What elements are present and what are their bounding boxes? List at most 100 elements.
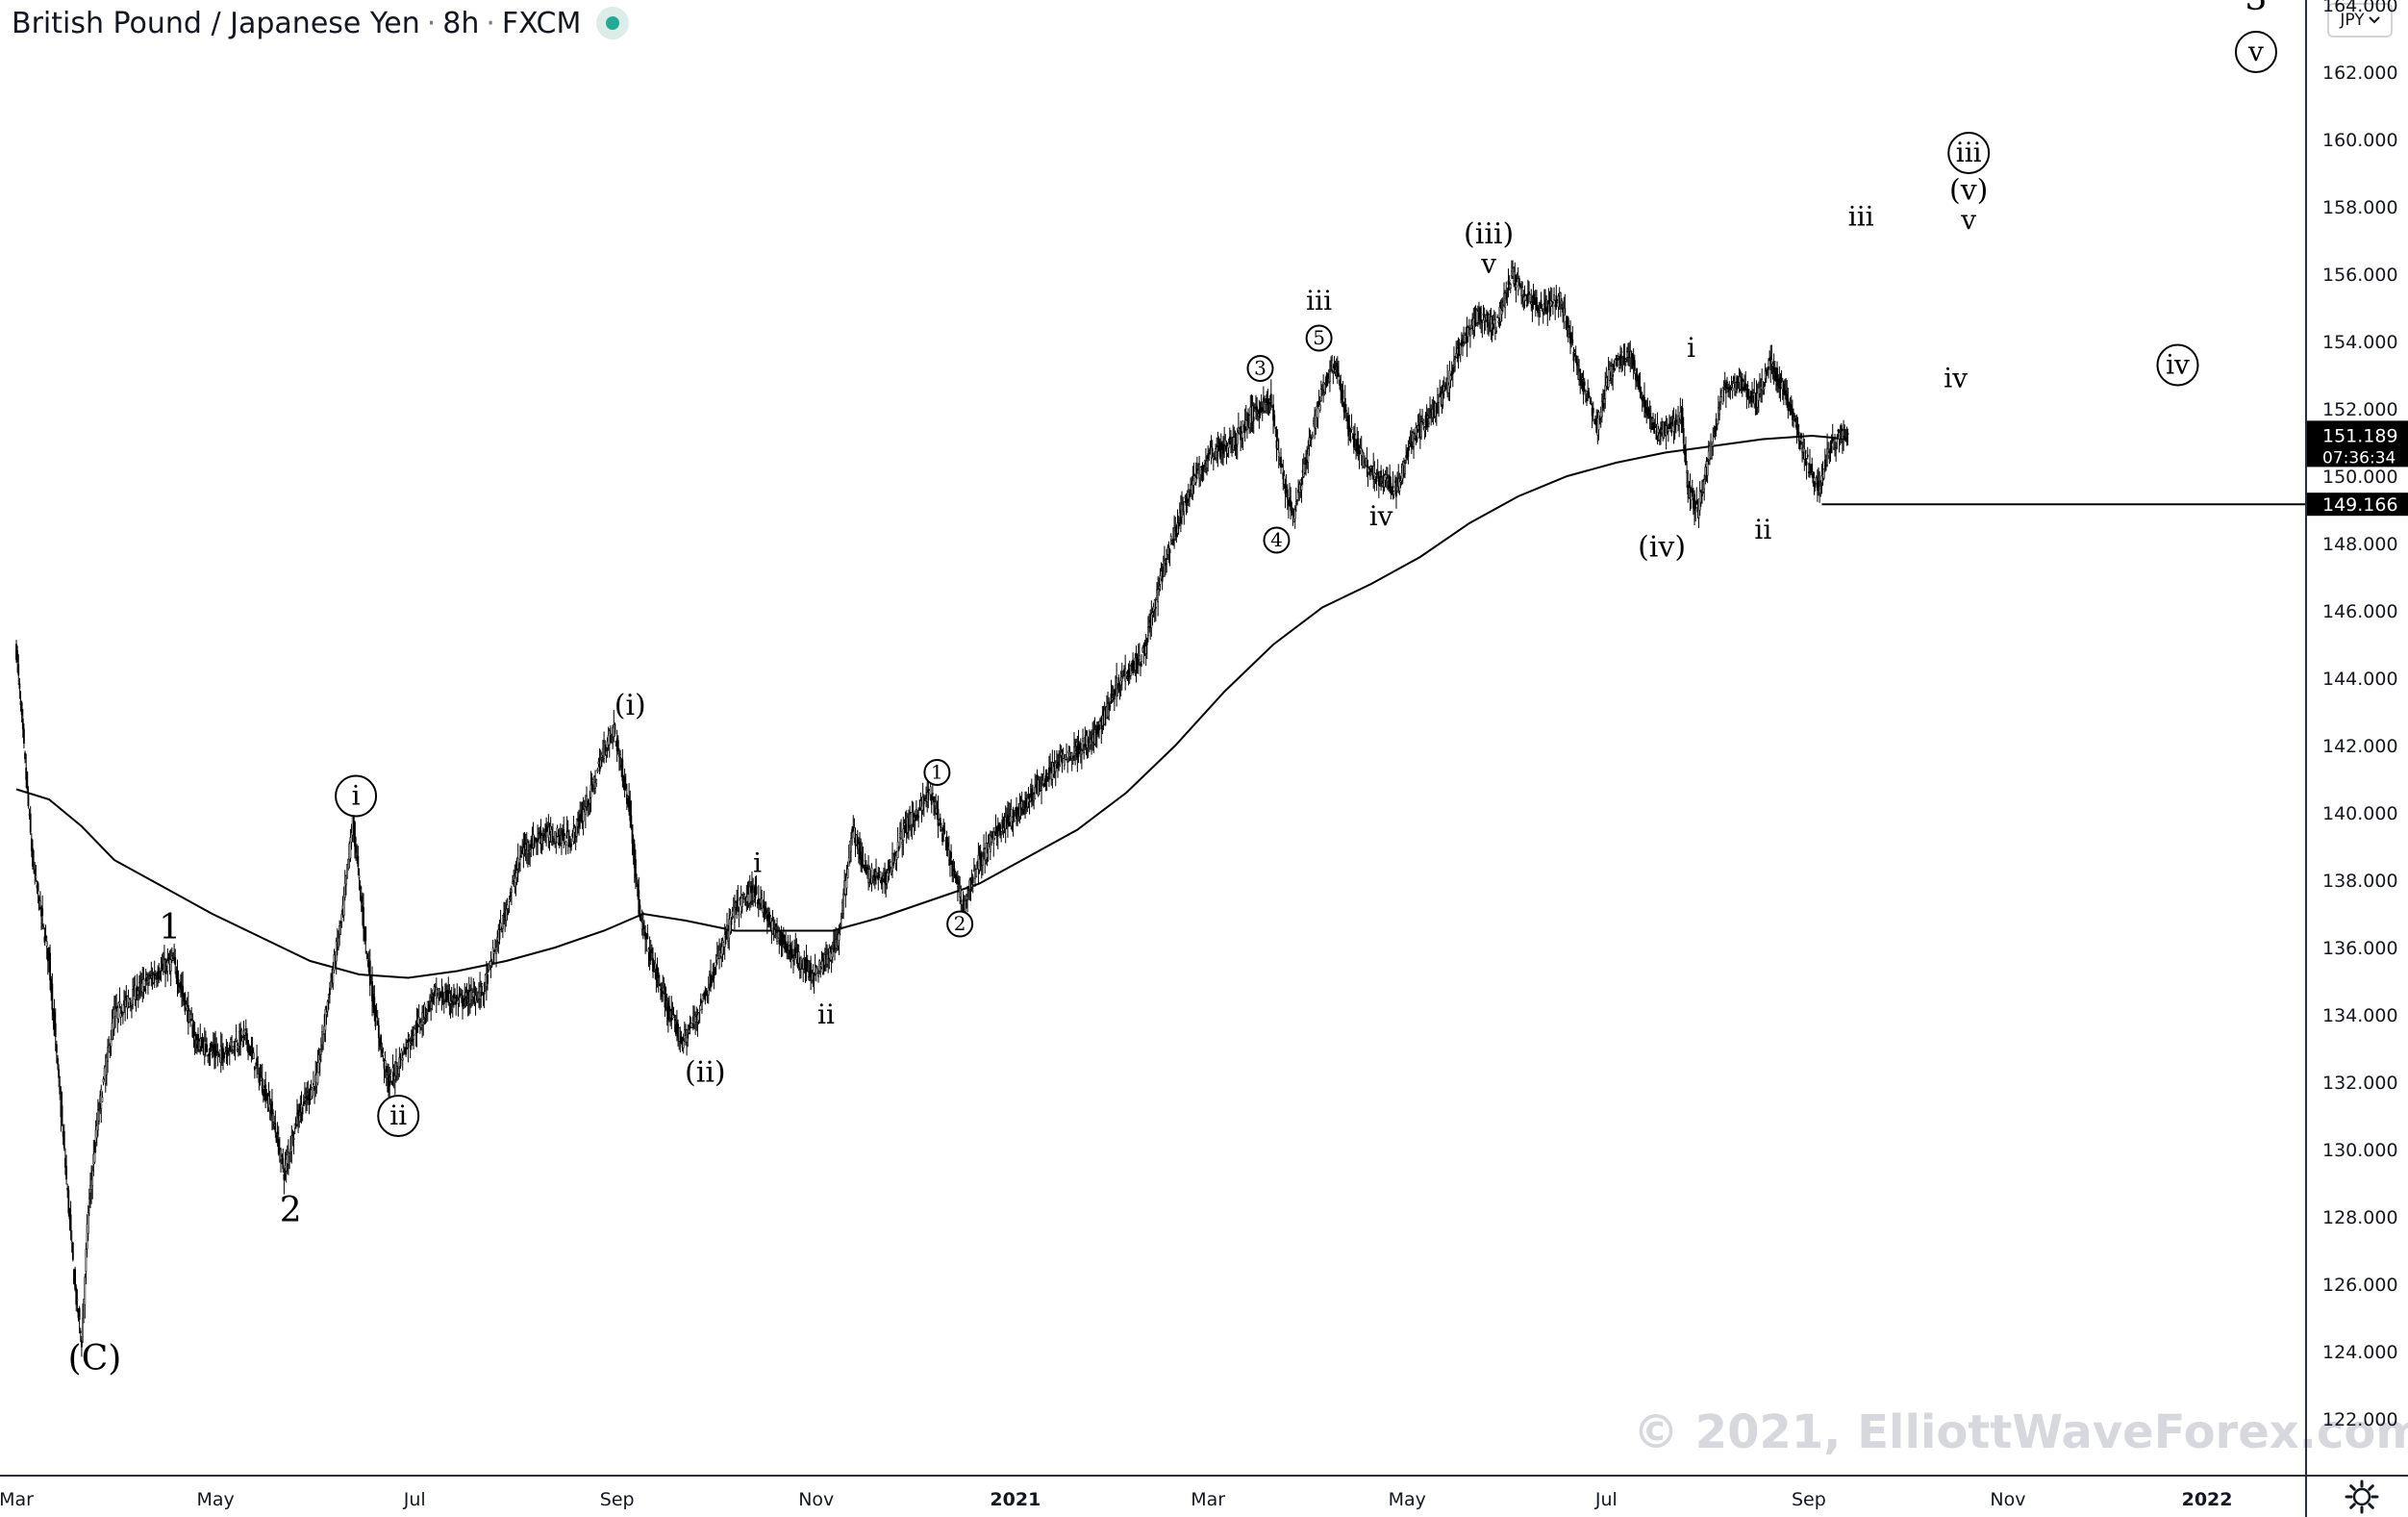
candle-body [967, 888, 970, 891]
candle-body [1272, 404, 1274, 421]
candle-body [1521, 286, 1524, 295]
candle-body [1002, 827, 1005, 831]
watermark: © 2021, ElliottWaveForex.com [1633, 1405, 2408, 1459]
candle-body [893, 852, 896, 856]
candle-body [1827, 452, 1830, 456]
candle-body [1358, 447, 1361, 455]
candle-body [191, 1024, 194, 1038]
candle-body [235, 1038, 238, 1042]
candle-body [1348, 425, 1351, 433]
candle-body [1329, 371, 1331, 383]
candle-body [343, 883, 346, 898]
candle-body [736, 901, 739, 911]
wave-label: v [1960, 204, 1976, 236]
candle-body [1782, 383, 1785, 395]
price-tick-label: 158.000 [2322, 197, 2398, 218]
candle-body [1620, 362, 1623, 365]
candle-body [417, 1017, 420, 1025]
candle-body [786, 945, 789, 954]
candle-body [949, 857, 951, 866]
candle-body [1168, 549, 1171, 554]
candle-body [206, 1044, 208, 1052]
candle-body [1726, 381, 1728, 384]
wave-label: 2 [946, 910, 974, 938]
candle-body [1509, 284, 1512, 290]
candle-body [500, 930, 503, 933]
candle-body [84, 1277, 87, 1305]
candle-body [179, 981, 182, 990]
candle-body [228, 1044, 231, 1051]
candle-body [1764, 370, 1767, 380]
candle-body [428, 1004, 430, 1013]
wave-label-text: iii [1956, 137, 1982, 168]
candle-body [1215, 448, 1217, 459]
symbol-title[interactable]: British Pound / Japanese Yen [12, 6, 420, 40]
candle-body [794, 947, 797, 953]
candle-body [57, 1058, 59, 1065]
candle-body [1336, 366, 1339, 377]
candle-body [1289, 496, 1291, 502]
candle-body [633, 844, 636, 869]
candle-body [499, 922, 502, 930]
candle-body [24, 752, 26, 759]
candle-body [252, 1052, 255, 1059]
price-tick-label: 134.000 [2322, 1005, 2398, 1026]
candle-body [414, 1024, 416, 1028]
candle-body [1317, 401, 1320, 407]
candle-body [246, 1033, 248, 1044]
candle-body [358, 874, 361, 878]
candle-body [421, 1012, 424, 1025]
candle-body [1602, 400, 1604, 408]
candle-body [1716, 423, 1718, 426]
wave-label: (C) [68, 1339, 122, 1378]
time-tick-label: 2022 [2182, 1489, 2233, 1510]
candle-body [1292, 516, 1295, 523]
candle-body [1650, 422, 1653, 430]
price-tick-label: 122.000 [2322, 1409, 2398, 1430]
time-tick-label: Jul [403, 1489, 426, 1510]
candle-body [800, 957, 802, 970]
candle-body [999, 823, 1001, 836]
candle-body [23, 728, 25, 744]
candle-body [1633, 360, 1636, 371]
candle-body [1074, 750, 1077, 754]
candle-body [1622, 351, 1625, 353]
candle-body [384, 1060, 387, 1071]
interval-label[interactable]: 8h [442, 6, 480, 40]
candle-body [1012, 809, 1015, 823]
candle-body [158, 966, 161, 979]
gear-icon[interactable] [2345, 1479, 2379, 1514]
candle-body [481, 983, 484, 987]
candle-body [1049, 767, 1051, 771]
candle-body [578, 818, 580, 828]
candle-body [802, 958, 805, 970]
wave-label-text: ii [817, 999, 835, 1030]
wave-label: iv [1944, 363, 1968, 394]
candle-body [1396, 486, 1398, 493]
currency-dropdown-button[interactable]: JPY [2327, 3, 2393, 38]
candle-body [176, 971, 179, 985]
candle-body [1514, 274, 1517, 286]
candle-body [629, 800, 632, 822]
candle-body [572, 828, 575, 843]
candle-body [1619, 354, 1621, 367]
candle-body [544, 836, 546, 838]
candle-body [777, 931, 780, 939]
candle-body [1757, 388, 1760, 401]
candle-body [241, 1037, 244, 1042]
time-tick-label: Sep [1792, 1489, 1826, 1510]
candle-body [152, 974, 155, 983]
candle-body [1377, 473, 1380, 486]
market-status-icon [596, 7, 630, 39]
candle-body [1286, 489, 1289, 500]
candle-body [1383, 475, 1386, 488]
candle-body [956, 883, 959, 887]
candle-body [114, 1007, 116, 1017]
candle-body [1479, 307, 1481, 320]
candle-body [1284, 485, 1287, 494]
candle-body [1584, 390, 1587, 392]
candle-body [38, 899, 41, 908]
candle-body [697, 1012, 700, 1022]
candle-body [1321, 393, 1323, 396]
